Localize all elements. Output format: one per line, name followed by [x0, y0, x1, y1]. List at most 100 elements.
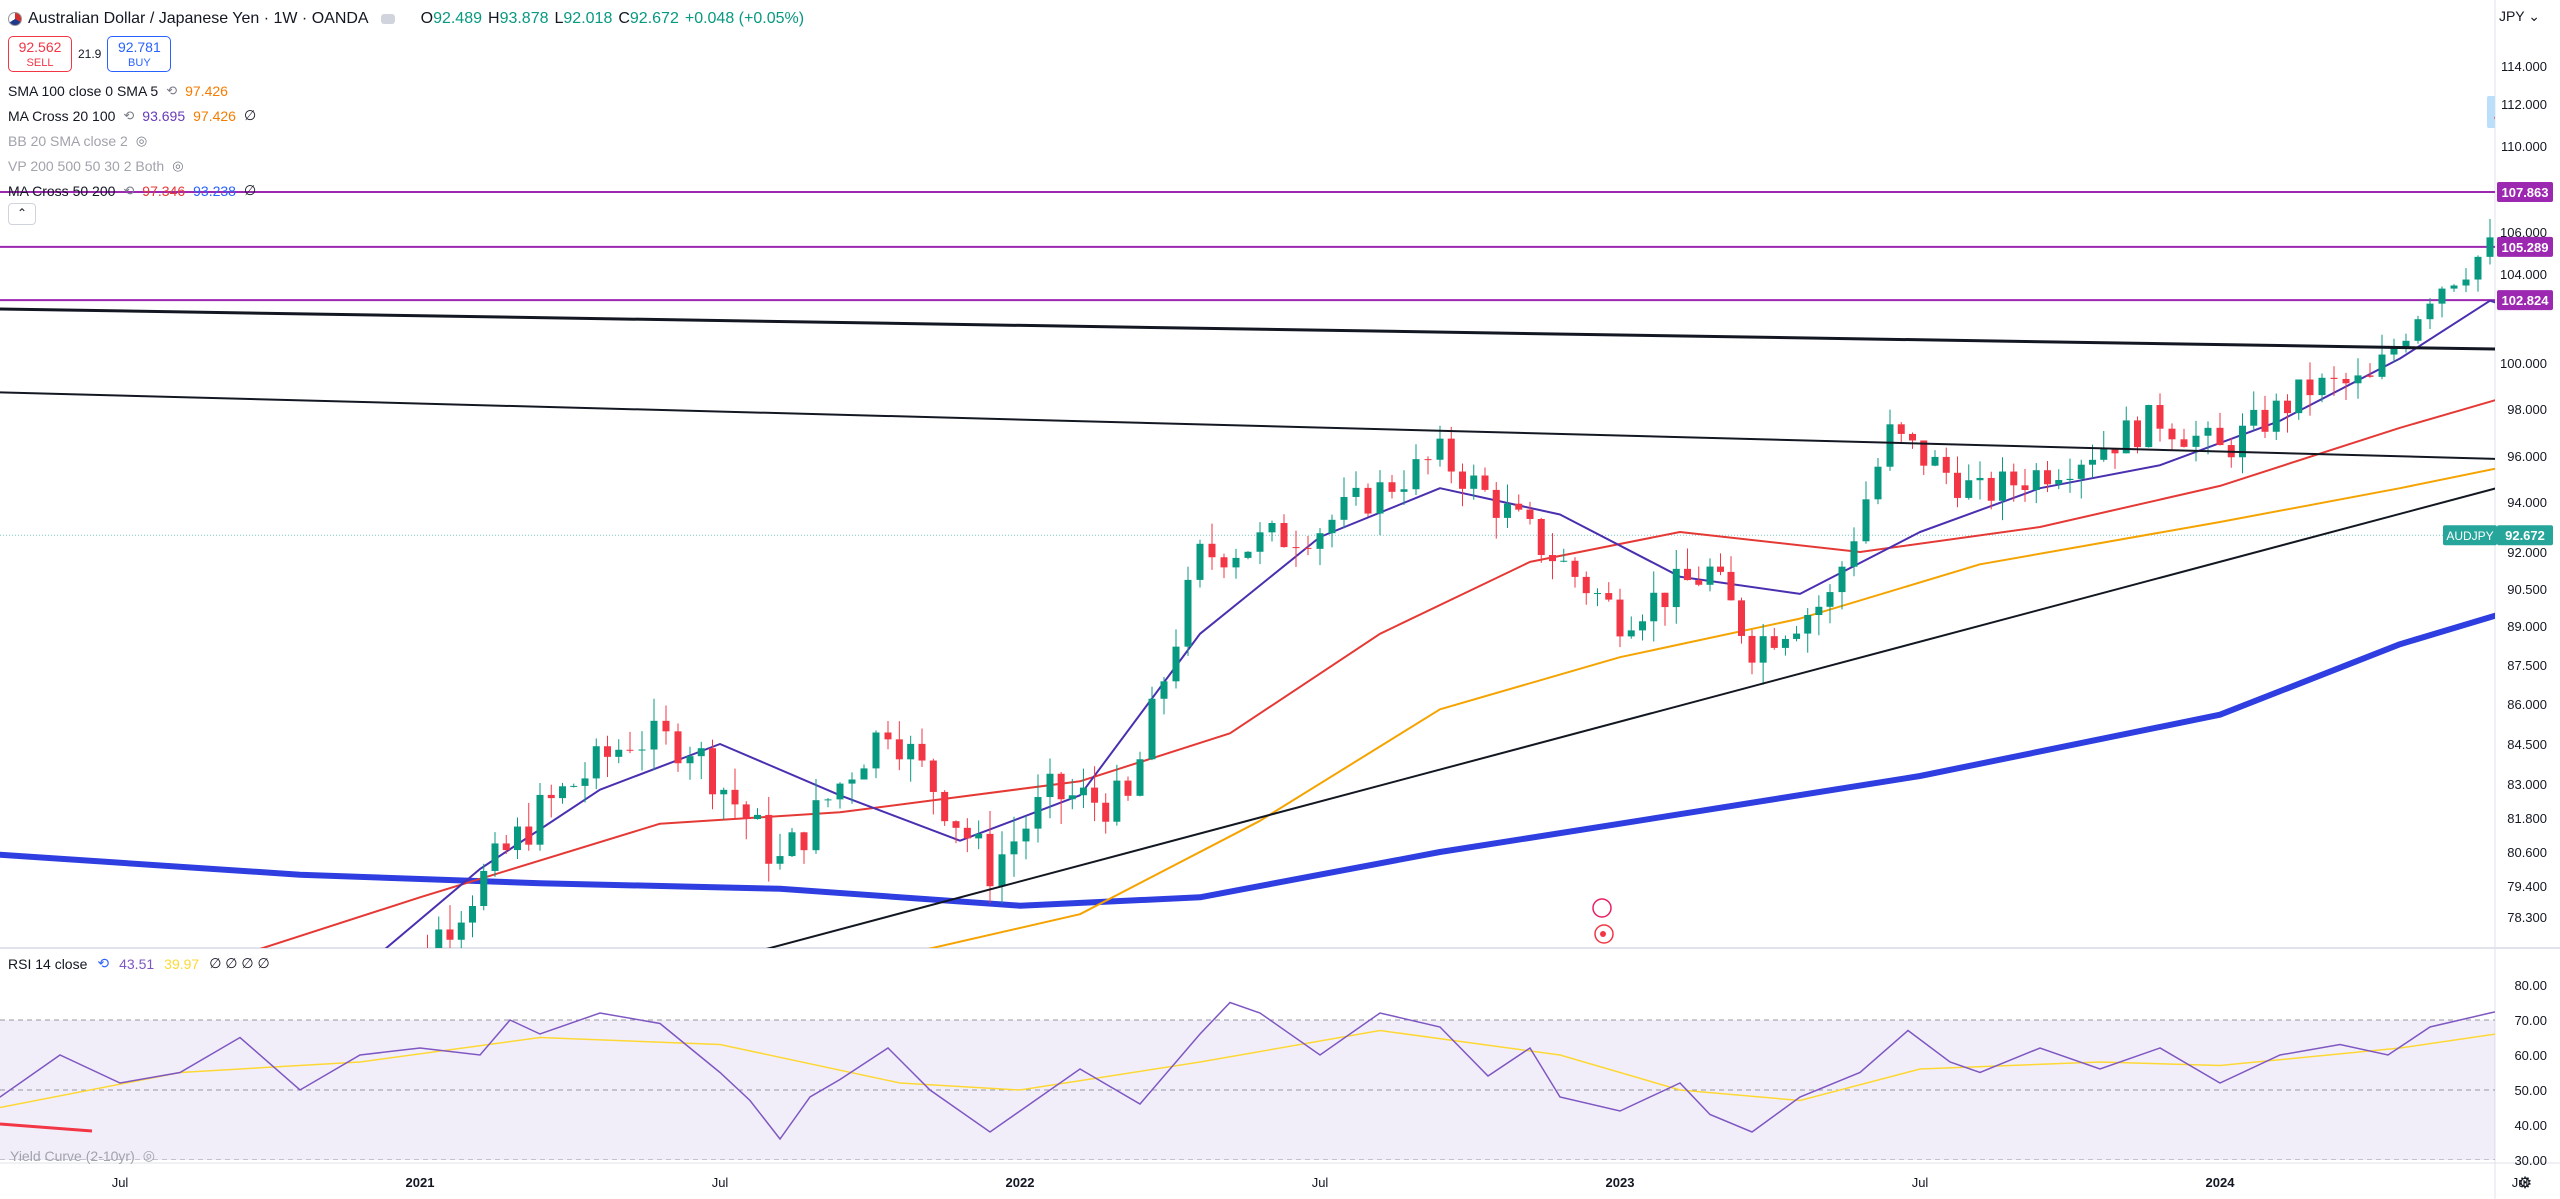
candle-body — [1412, 459, 1420, 490]
candle-body — [1208, 543, 1216, 558]
symbol-tag — [2443, 525, 2497, 546]
ma-line — [384, 299, 2495, 948]
sell-button[interactable]: 92.562 SELL — [8, 36, 72, 72]
candle-body — [1706, 566, 1714, 585]
time-tick-label: 2023 — [1606, 1175, 1635, 1190]
market-status-icon[interactable] — [380, 14, 395, 24]
indicator-name: MA Cross 50 200 — [8, 182, 116, 199]
candle-body — [1091, 787, 1099, 803]
candle-body — [1057, 773, 1065, 800]
eye-hidden-icon[interactable]: ◎ — [172, 157, 184, 173]
annotation-box — [2487, 96, 2495, 128]
candle-body — [650, 720, 658, 750]
candle-body — [390, 1008, 397, 1014]
eye-hidden-icon[interactable]: ◎ — [142, 1147, 155, 1163]
candle-body — [1717, 566, 1724, 572]
candle-body — [836, 783, 844, 800]
candle-body — [1920, 440, 1928, 466]
settings-icon[interactable]: ⟲ — [123, 182, 135, 198]
price-tick-label: 98.000 — [2507, 402, 2547, 417]
rsi-legend: RSI 14 close ⟲ 43.51 39.97 ∅ ∅ ∅ ∅ — [8, 955, 270, 972]
candle-body — [1815, 606, 1823, 616]
candle-body — [626, 749, 634, 751]
candle-body — [1976, 477, 1984, 481]
candle-body — [872, 732, 880, 769]
candle-body — [1470, 475, 1478, 489]
yield-curve-name[interactable]: Yield Curve (2-10yr) — [10, 1147, 135, 1164]
high-key: H — [488, 10, 500, 27]
candle-body — [2450, 285, 2458, 289]
rsi-settings-icon[interactable]: ⟲ — [97, 955, 110, 971]
trade-buttons: 92.562 SELL 21.9 92.781 BUY — [8, 36, 804, 72]
price-tick-label: 96.000 — [2507, 449, 2547, 464]
candle-body — [1931, 456, 1939, 466]
candle-body — [525, 826, 533, 845]
price-tick-label: 78.300 — [2507, 910, 2547, 925]
trendline — [0, 391, 2495, 460]
candle-body — [638, 749, 646, 751]
indicator-row[interactable]: MA Cross 50 200 ⟲ 97.346 93.238 ∅ — [8, 178, 804, 203]
candle-body — [1022, 828, 1030, 842]
rsi-pane — [0, 1001, 2495, 1160]
candle-body — [1046, 773, 1054, 798]
candle-body — [2134, 420, 2141, 448]
candle-body — [1160, 681, 1168, 699]
candle-body — [1316, 533, 1324, 549]
price-tick-label: 81.800 — [2507, 811, 2547, 826]
level-price-tag — [2497, 290, 2553, 311]
candle-body — [860, 768, 868, 780]
candle-body — [1102, 802, 1110, 822]
collapse-legend-button[interactable]: ⌃ — [8, 203, 36, 225]
candle-body — [2402, 340, 2410, 348]
trendline — [766, 487, 2495, 948]
candle-body — [2330, 377, 2338, 379]
candle-body — [1515, 503, 1523, 510]
indicator-row[interactable]: BB 20 SMA close 2 ◎ — [8, 128, 804, 153]
candle-body — [788, 832, 796, 857]
candle-body — [1965, 480, 1973, 498]
candle-body — [1526, 509, 1534, 519]
candle-body — [765, 814, 773, 864]
indicator-row[interactable]: VP 200 500 50 30 2 Both ◎ — [8, 153, 804, 178]
symbol-title[interactable]: Australian Dollar / Japanese Yen · 1W · … — [28, 10, 369, 27]
indicator-list: SMA 100 close 0 SMA 5 ⟲ 97.426 MA Cross 20 … — [8, 78, 804, 203]
indicator-row[interactable]: SMA 100 close 0 SMA 5 ⟲ 97.426 — [8, 78, 804, 103]
candle-body — [1850, 541, 1858, 567]
candle-body — [1826, 592, 1834, 607]
candle-body — [2168, 428, 2176, 440]
candle-body — [379, 1014, 386, 1016]
candle-body — [1987, 477, 1995, 501]
chart-settings-icon[interactable]: ⚙ — [2518, 1173, 2532, 1192]
time-tick-label: 2021 — [406, 1175, 435, 1190]
settings-icon[interactable]: ⟲ — [123, 107, 135, 123]
level-price-tag — [2497, 236, 2553, 257]
currency-label[interactable]: JPY ⌄ — [2498, 8, 2540, 24]
rsi-name[interactable]: RSI 14 close — [8, 955, 88, 972]
candle-body — [2318, 377, 2326, 396]
buy-button[interactable]: 92.781 BUY — [107, 36, 172, 72]
candle-body — [1738, 600, 1745, 636]
indicator-row[interactable]: MA Cross 20 100 ⟲ 93.695 97.426 ∅ — [8, 103, 804, 128]
low-key: L — [554, 10, 564, 27]
level-price-label: 107.863 — [2502, 185, 2549, 200]
candle-body — [2438, 288, 2446, 304]
high-value: 93.878 — [499, 10, 549, 27]
candle-body — [457, 922, 465, 940]
candle-body — [1436, 438, 1444, 460]
candle-body — [1481, 475, 1489, 490]
rsi-line — [0, 1001, 2495, 1141]
price-tick-label: 100.000 — [2500, 356, 2547, 371]
candle-body — [469, 906, 476, 923]
price-tick-label: 86.000 — [2507, 697, 2547, 712]
indicator-value: 97.426 — [185, 82, 228, 99]
candle-body — [514, 826, 521, 851]
candle-body — [2378, 354, 2386, 377]
time-tick-label: Jul — [2512, 1175, 2529, 1190]
indicator-name: SMA 100 close 0 SMA 5 — [8, 82, 159, 99]
settings-icon[interactable]: ⟲ — [166, 82, 178, 98]
candle-body — [1292, 547, 1300, 549]
eye-hidden-icon[interactable]: ◎ — [135, 132, 148, 148]
time-tick-label: Jul — [712, 1175, 729, 1190]
candle-body — [1304, 547, 1312, 549]
